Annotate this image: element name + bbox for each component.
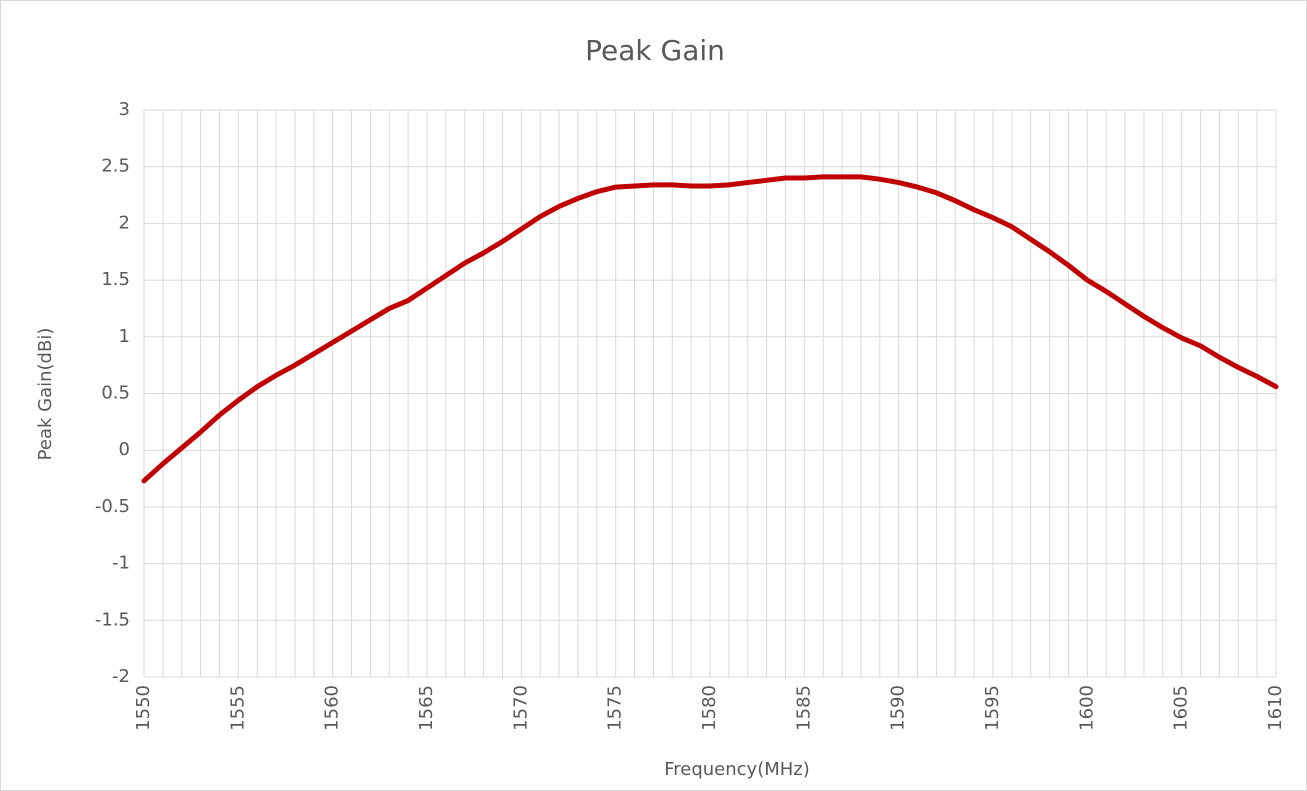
- x-tick-label: 1580: [699, 685, 720, 731]
- x-axis-label: Frequency(MHz): [664, 759, 810, 780]
- x-tick-label: 1600: [1076, 685, 1097, 731]
- x-tick-label: 1560: [322, 685, 343, 731]
- x-tick-label: 1555: [227, 685, 248, 731]
- x-tick-label: 1570: [510, 685, 531, 731]
- x-tick-label: 1565: [416, 685, 437, 731]
- x-tick-label: 1585: [793, 685, 814, 731]
- x-tick-label: 1595: [982, 685, 1003, 731]
- chart-title: Peak Gain: [585, 34, 725, 67]
- y-tick-label: 2.5: [101, 156, 130, 177]
- x-tick-label: 1610: [1265, 685, 1286, 731]
- y-tick-label: 1: [119, 326, 130, 347]
- x-tick-label: 1605: [1171, 685, 1192, 731]
- y-tick-label: 2: [119, 212, 130, 233]
- y-tick-label: 0: [119, 439, 130, 460]
- y-tick-label: 0.5: [101, 383, 130, 404]
- x-tick-label: 1575: [605, 685, 626, 731]
- x-tick-label: 1590: [888, 685, 909, 731]
- y-tick-label: -1.5: [95, 609, 130, 630]
- y-tick-label: -0.5: [95, 496, 130, 517]
- y-axis-label: Peak Gain(dBi): [35, 328, 56, 461]
- data-line: [141, 174, 1279, 484]
- y-tick-label: -1: [112, 553, 130, 574]
- x-tick-label: 1550: [133, 685, 154, 731]
- y-tick-label: 3: [119, 99, 130, 120]
- y-tick-label: -2: [112, 666, 130, 687]
- y-tick-label: 1.5: [101, 269, 130, 290]
